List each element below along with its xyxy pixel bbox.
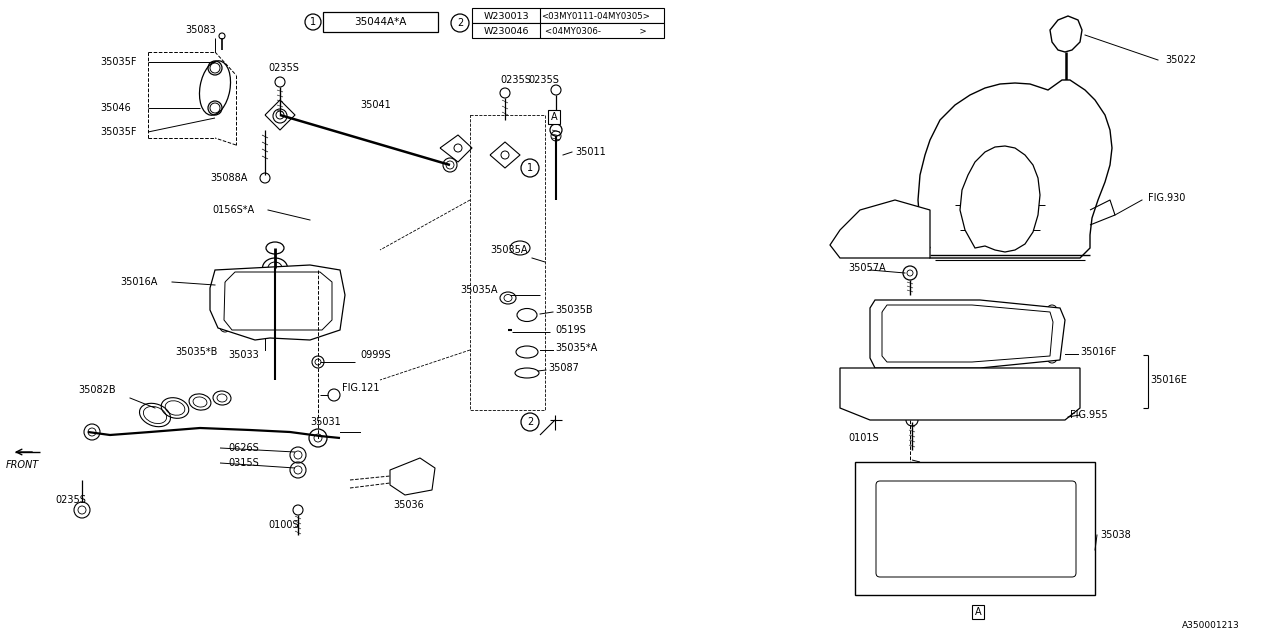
Text: A: A [550, 112, 557, 122]
Text: 35046: 35046 [100, 103, 131, 113]
Text: 1: 1 [310, 17, 316, 27]
Text: 35035A: 35035A [490, 245, 527, 255]
Bar [472, 23, 664, 38]
Text: A: A [974, 607, 982, 617]
Text: 35033: 35033 [228, 350, 259, 360]
Text: 0101S: 0101S [849, 433, 878, 443]
Text: 35022: 35022 [1165, 55, 1196, 65]
Text: FIG.121: FIG.121 [342, 383, 379, 393]
Text: FRONT: FRONT [5, 460, 38, 470]
Text: 35083: 35083 [186, 25, 216, 35]
Text: 0100S: 0100S [268, 520, 298, 530]
Text: FIG.955: FIG.955 [1070, 410, 1107, 420]
Text: 35016F: 35016F [1080, 347, 1116, 357]
Text: 2: 2 [527, 417, 534, 427]
Text: 35035A: 35035A [460, 285, 498, 295]
Text: 0235S: 0235S [268, 63, 298, 73]
Text: 35041: 35041 [360, 100, 390, 110]
Text: 35016E: 35016E [1149, 375, 1187, 385]
Polygon shape [390, 458, 435, 495]
Text: 0626S: 0626S [228, 443, 259, 453]
Bar [323, 12, 438, 32]
Polygon shape [840, 368, 1080, 420]
Polygon shape [855, 462, 1094, 595]
Bar [472, 8, 664, 23]
Text: 35035F: 35035F [100, 57, 137, 67]
Text: 0315S: 0315S [228, 458, 259, 468]
Polygon shape [1050, 16, 1082, 52]
Text: 0235S: 0235S [500, 75, 531, 85]
Text: 35035F: 35035F [100, 127, 137, 137]
Polygon shape [210, 265, 346, 340]
FancyBboxPatch shape [876, 481, 1076, 577]
Text: 35031: 35031 [310, 417, 340, 427]
Text: 35087: 35087 [548, 363, 579, 373]
Text: 0156S*A: 0156S*A [212, 205, 255, 215]
Text: 35036: 35036 [393, 500, 424, 510]
Text: 35035*A: 35035*A [556, 343, 598, 353]
Text: 0519S: 0519S [556, 325, 586, 335]
Text: 35088A: 35088A [210, 173, 247, 183]
Text: W230046: W230046 [484, 26, 529, 35]
Text: 35035*B: 35035*B [175, 347, 218, 357]
Text: 35035B: 35035B [556, 305, 593, 315]
Text: W230013: W230013 [483, 12, 529, 20]
Text: 35082B: 35082B [78, 385, 115, 395]
Polygon shape [829, 200, 931, 258]
Circle shape [963, 329, 972, 339]
Text: FIG.930: FIG.930 [1148, 193, 1185, 203]
Polygon shape [918, 80, 1112, 258]
Polygon shape [960, 146, 1039, 252]
Text: 35038: 35038 [1100, 530, 1130, 540]
Text: <03MY0111-04MY0305>: <03MY0111-04MY0305> [541, 12, 650, 20]
Text: 1: 1 [527, 163, 532, 173]
Text: 35044A*A: 35044A*A [353, 17, 406, 27]
Text: 35011: 35011 [575, 147, 605, 157]
Bar [872, 478, 1076, 578]
Text: <04MY0306-              >: <04MY0306- > [545, 26, 646, 35]
Polygon shape [870, 300, 1065, 368]
Text: 0235S: 0235S [529, 75, 559, 85]
Text: 2: 2 [457, 18, 463, 28]
Text: 35057A: 35057A [849, 263, 886, 273]
Text: 0999S: 0999S [360, 350, 390, 360]
Text: A350001213: A350001213 [1183, 621, 1240, 630]
Text: 0235S: 0235S [55, 495, 86, 505]
Text: 35016A: 35016A [120, 277, 157, 287]
